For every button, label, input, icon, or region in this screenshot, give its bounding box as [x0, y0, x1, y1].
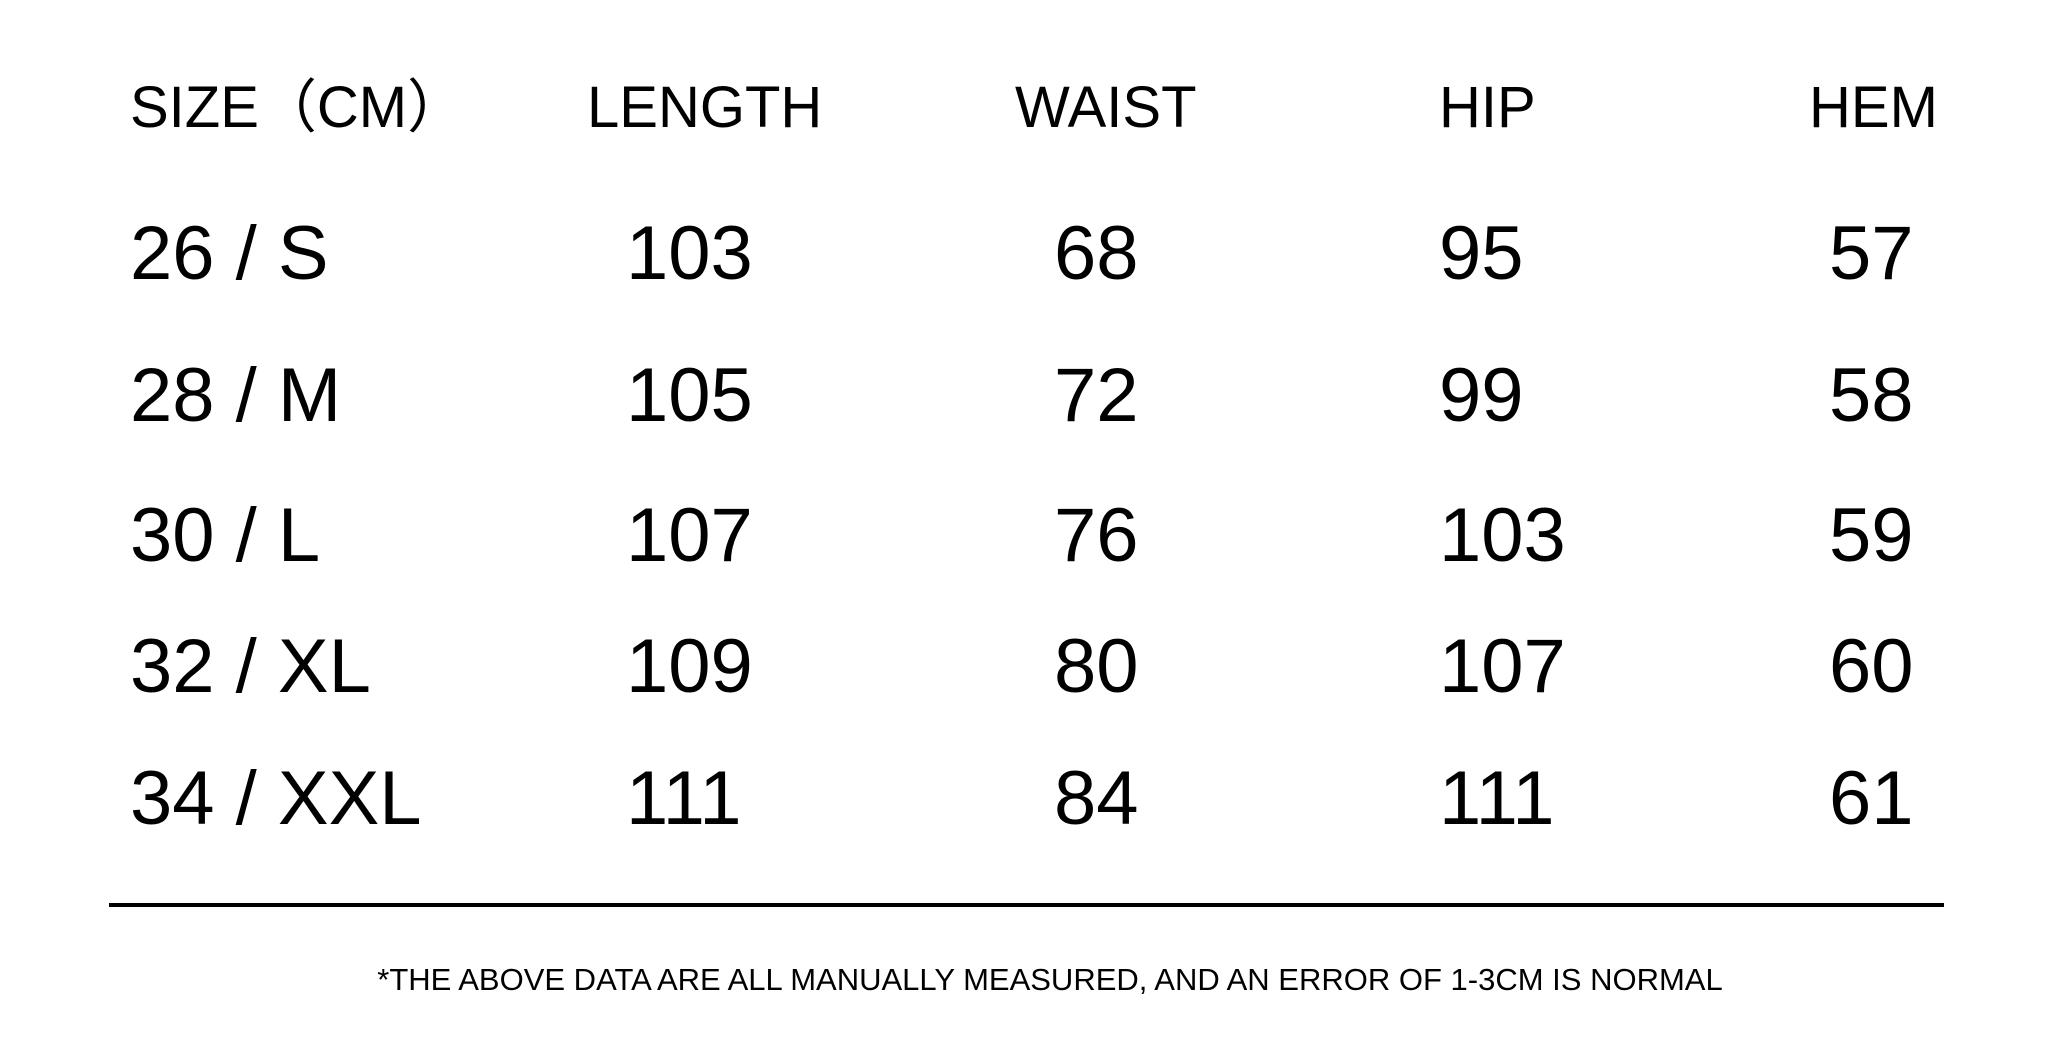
cell-length: 107 [626, 493, 753, 578]
cell-hem: 61 [1829, 756, 1914, 841]
cell-waist: 84 [1054, 756, 1139, 841]
header-size: SIZE（CM） [130, 75, 466, 140]
cell-waist: 80 [1054, 624, 1139, 709]
header-hem: HEM [1809, 75, 1938, 140]
cell-waist: 76 [1054, 493, 1139, 578]
cell-hip: 99 [1439, 353, 1524, 438]
cell-hem: 59 [1829, 493, 1914, 578]
cell-length: 103 [626, 211, 753, 296]
cell-size: 28 / M [130, 353, 342, 438]
cell-hem: 60 [1829, 624, 1914, 709]
header-length: LENGTH [587, 75, 823, 140]
divider-line [109, 903, 1944, 907]
cell-size: 30 / L [130, 493, 321, 578]
cell-hip: 103 [1439, 493, 1566, 578]
footnote: *THE ABOVE DATA ARE ALL MANUALLY MEASURE… [377, 962, 1723, 997]
header-waist: WAIST [1015, 75, 1197, 140]
cell-hem: 58 [1829, 353, 1914, 438]
cell-hem: 57 [1829, 211, 1914, 296]
cell-size: 34 / XXL [130, 756, 422, 841]
cell-length: 105 [626, 353, 753, 438]
header-hip: HIP [1439, 75, 1536, 140]
cell-waist: 72 [1054, 353, 1139, 438]
cell-hip: 95 [1439, 211, 1524, 296]
cell-size: 32 / XL [130, 624, 371, 709]
cell-hip: 107 [1439, 624, 1566, 709]
cell-length: 109 [626, 624, 753, 709]
cell-waist: 68 [1054, 211, 1139, 296]
cell-length: 111 [626, 756, 742, 841]
cell-size: 26 / S [130, 211, 329, 296]
cell-hip: 111 [1439, 756, 1555, 841]
